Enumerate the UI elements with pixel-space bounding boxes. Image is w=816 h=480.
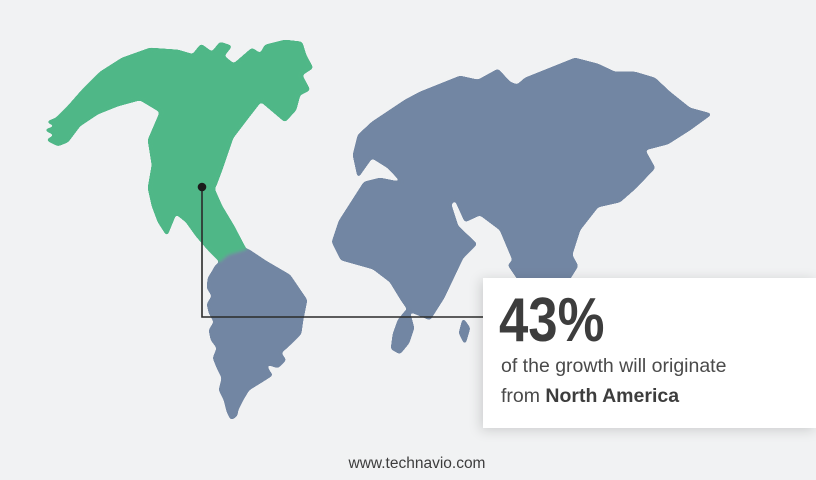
svg-text:www.technavio.com: www.technavio.com <box>348 455 486 472</box>
svg-text:of the growth will originate: of the growth will originate <box>501 355 726 377</box>
svg-text:43%: 43% <box>499 286 604 355</box>
svg-text:from North America: from North America <box>501 385 679 407</box>
